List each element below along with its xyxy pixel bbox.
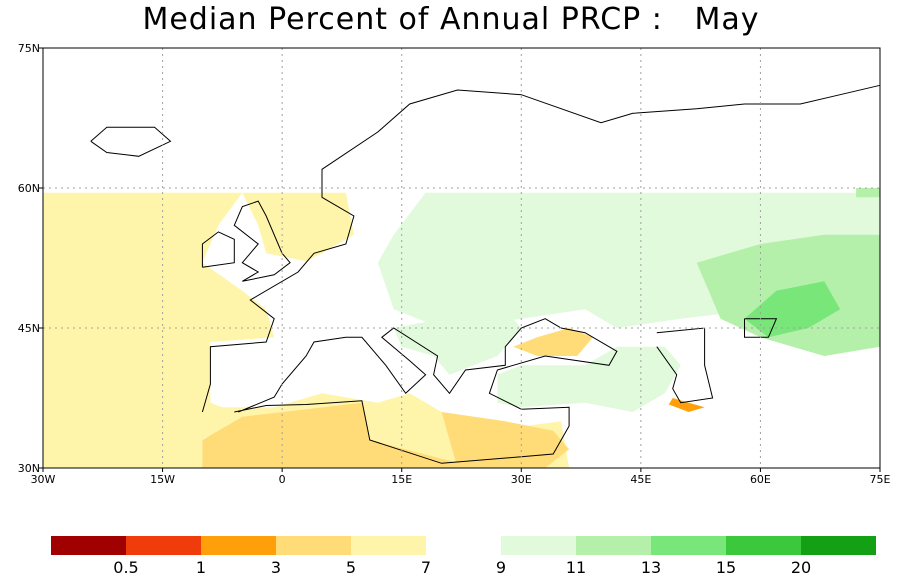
lon-tick-label: 60E — [750, 473, 771, 486]
lon-tick-label: 15E — [391, 473, 412, 486]
lat-tick-label: 45N — [18, 322, 40, 335]
region-caspian-south-shore — [668, 398, 705, 412]
legend-label-4: 7 — [421, 558, 431, 577]
axis-tick-labels: 30W 15W 0 15E 30E 45E 60E 75E 30N 45N 60N 75N — [18, 42, 891, 486]
coastline-1 — [233, 200, 291, 282]
lon-tick-label: 15W — [150, 473, 175, 486]
region-eastern-mediterranean — [441, 412, 570, 468]
region-scandinavia-edge — [856, 188, 880, 198]
legend-swatch-7 — [576, 536, 651, 555]
legend-swatch-2 — [201, 536, 276, 555]
map-title: Median Percent of Annual PRCP : May — [142, 2, 760, 37]
lon-tick-label: 30W — [31, 473, 56, 486]
coastline-5 — [656, 327, 714, 404]
lat-tick-label: 75N — [18, 42, 40, 55]
graticule-layer — [43, 48, 880, 468]
legend-label-8: 15 — [716, 558, 736, 577]
legend-label-1: 1 — [196, 558, 206, 577]
legend-swatch-0 — [51, 536, 126, 555]
coastline-6 — [744, 318, 778, 338]
color-legend: 0.5 1 3 5 7 9 11 13 15 20 — [51, 536, 876, 577]
legend-swatch-4 — [351, 536, 426, 555]
legend-label-5: 9 — [496, 558, 506, 577]
coastline-0 — [201, 84, 881, 413]
map-frame — [42, 47, 881, 469]
legend-label-9: 20 — [791, 558, 811, 577]
legend-swatch-5 — [426, 536, 501, 555]
lon-tick-label: 0 — [279, 473, 286, 486]
region-balkans-carpathians — [393, 309, 522, 375]
region-ural-steppe — [744, 281, 841, 338]
lon-tick-label: 45E — [630, 473, 651, 486]
legend-swatch-10 — [801, 536, 876, 555]
region-north-africa — [202, 402, 482, 468]
region-central-asia-south — [696, 393, 880, 468]
region-north-atlantic — [43, 192, 275, 468]
region-black-sea-east — [513, 328, 593, 356]
lat-tick-label: 60N — [18, 182, 40, 195]
coastline-layer — [90, 84, 881, 464]
region-north-sea — [242, 192, 354, 263]
legend-label-3: 5 — [346, 558, 356, 577]
region-anatolia-caucasus — [497, 346, 681, 412]
precip-fill-layer — [43, 188, 880, 468]
legend-swatch-6 — [501, 536, 576, 555]
legend-label-6: 11 — [566, 558, 586, 577]
coastline-3 — [90, 126, 172, 157]
lon-tick-label: 30E — [511, 473, 532, 486]
legend-swatch-8 — [651, 536, 726, 555]
coastline-2 — [201, 231, 235, 268]
legend-swatch-9 — [726, 536, 801, 555]
coastline-4 — [234, 318, 618, 464]
lon-tick-label: 75E — [870, 473, 891, 486]
legend-label-7: 13 — [641, 558, 661, 577]
legend-swatch-3 — [276, 536, 351, 555]
legend-label-2: 3 — [271, 558, 281, 577]
lat-tick-label: 30N — [18, 462, 40, 475]
legend-swatch-1 — [126, 536, 201, 555]
legend-label-0: 0.5 — [113, 558, 138, 577]
